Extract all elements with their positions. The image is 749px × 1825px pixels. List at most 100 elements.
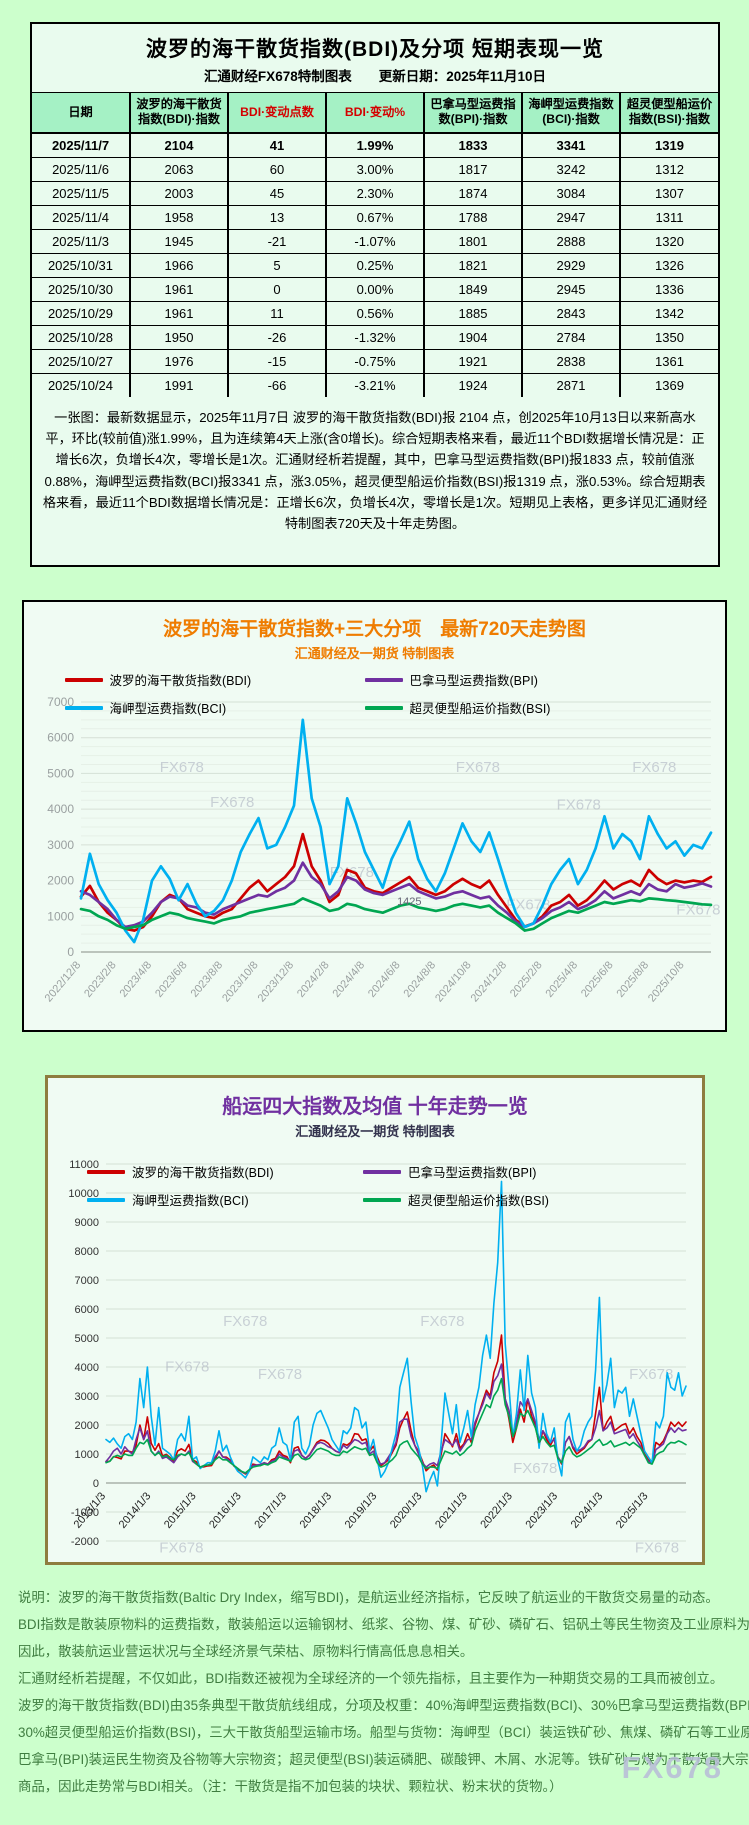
table-row: 2025/10/27 1976 -15 -0.75% 1921 2838 1361 (32, 348, 718, 373)
svg-text:6000: 6000 (47, 731, 74, 745)
table-cell: 2025/11/4 (32, 204, 130, 229)
legend-item-bpi: 巴拿马型运费指数(BPI) (363, 1162, 663, 1181)
table-cell: 1801 (423, 228, 522, 253)
table-cell: 2104 (129, 132, 228, 157)
legend-item-bci: 海岬型运费指数(BCI) (64, 698, 365, 717)
table-cell: 1311 (619, 204, 718, 229)
table-cell: 0.67% (325, 204, 424, 229)
table-row: 2025/10/31 1966 5 0.25% 1821 2929 1326 (32, 252, 718, 277)
x-tick-label: 2024/1/3 (569, 1490, 606, 1531)
svg-text:3000: 3000 (47, 838, 74, 852)
table-cell: 1.99% (325, 132, 424, 157)
x-tick-label: 2023/12/8 (256, 959, 297, 1004)
x-tick-label: 2025/2/8 (508, 959, 545, 1000)
bdi-data-table: 日期 波罗的海干散货指数(BDI)·指数 BDI·变动点数 BDI·变动% 巴拿马型运费… (32, 92, 718, 397)
column-header: 日期 (32, 92, 130, 134)
chart10y-title: 船运四大指数及均值 十年走势一览 (222, 1096, 528, 1118)
table-cell: 2003 (129, 180, 228, 205)
table-cell: 1904 (423, 324, 522, 349)
table-cell: 0.25% (325, 252, 424, 277)
x-tick-label: 2021/1/3 (433, 1490, 470, 1531)
chart-watermark: FX678 (635, 1539, 679, 1556)
legend-label: 波罗的海干散货指数(BDI) (109, 674, 252, 688)
x-tick-label: 2014/1/3 (117, 1490, 154, 1531)
chart-watermark: FX678 (557, 797, 601, 814)
table-cell: 2025/11/6 (32, 156, 130, 181)
bdi-summary-panel: 波罗的海干散货指数(BDI)及分项 短期表现一览 汇通财经FX678特制图表 更… (30, 22, 720, 567)
svg-text:10000: 10000 (68, 1188, 99, 1200)
x-tick-label: 2023/8/8 (189, 959, 226, 1000)
table-cell: 3341 (521, 132, 620, 157)
table-cell: 1833 (423, 132, 522, 157)
table-cell: 2.30% (325, 180, 424, 205)
x-tick-label: 2022/1/3 (478, 1490, 515, 1531)
table-cell: -15 (227, 348, 326, 373)
x-tick-label: 2018/1/3 (298, 1490, 335, 1531)
table-cell: 1874 (423, 180, 522, 205)
svg-text:-2000: -2000 (71, 1536, 99, 1548)
legend-item-bsi: 超灵便型船运价指数(BSI) (364, 698, 685, 717)
table-cell: 1817 (423, 156, 522, 181)
table-cell: 2843 (521, 300, 620, 325)
table-cell: 45 (227, 180, 326, 205)
table-cell: 1369 (619, 372, 718, 397)
table-cell: 2025/10/31 (32, 252, 130, 277)
table-cell: 0.56% (325, 300, 424, 325)
x-tick-label: 2023/4/8 (118, 959, 155, 1000)
legend-line-swatch (87, 1197, 125, 1202)
table-cell: 1320 (619, 228, 718, 253)
x-tick-label: 2023/2/8 (82, 959, 119, 1000)
footer-line: 说明：波罗的海干散货指数(Baltic Dry Index，缩写BDI)，是航运… (18, 1590, 719, 1605)
legend-line-swatch (64, 677, 103, 682)
table-row: 2025/10/24 1991 -66 -3.21% 1924 2871 1369 (32, 372, 718, 397)
table-cell: 1976 (129, 348, 228, 373)
table-cell: 1788 (423, 204, 522, 229)
table-cell: 1326 (619, 252, 718, 277)
table-cell: 0.00% (325, 276, 424, 301)
x-tick-label: 2024/4/8 (331, 959, 368, 1000)
table-cell: 1849 (423, 276, 522, 301)
table-row: 2025/11/7 2104 41 1.99% 1833 3341 1319 (32, 132, 718, 157)
chart-watermark: FX678 (160, 759, 204, 776)
table-cell: -21 (227, 228, 326, 253)
chart720-subtitle: 汇通财经及一期货 特制图表 (294, 646, 455, 661)
footer-notes: 说明：波罗的海干散货指数(Baltic Dry Index，缩写BDI)，是航运… (18, 1584, 749, 1800)
table-cell: 41 (227, 132, 326, 157)
legend-line-swatch (363, 1197, 401, 1202)
chart-watermark: FX678 (629, 1366, 673, 1383)
table-cell: -3.21% (325, 372, 424, 397)
chart10y-panel: 船运四大指数及均值 十年走势一览 汇通财经及一期货 特制图表 波罗的海干散货指数… (45, 1075, 705, 1565)
table-cell: -0.75% (325, 348, 424, 373)
x-tick-label: 2019/1/3 (343, 1490, 380, 1531)
svg-text:2000: 2000 (75, 1420, 99, 1432)
x-tick-label: 2024/10/8 (433, 959, 474, 1004)
svg-text:-1000: -1000 (71, 1507, 99, 1519)
table-cell: 2025/10/29 (32, 300, 130, 325)
table-cell: 2025/10/27 (32, 348, 130, 373)
chart720-plot: 01000200030004000500060007000FX678FX678F… (43, 695, 721, 1004)
svg-text:9000: 9000 (75, 1217, 99, 1229)
chart10y-subtitle: 汇通财经及一期货 特制图表 (295, 1124, 455, 1139)
table-cell: 2025/10/30 (32, 276, 130, 301)
table-cell: 1361 (619, 348, 718, 373)
table-cell: 2025/11/5 (32, 180, 130, 205)
legend-item-bpi: 巴拿马型运费指数(BPI) (364, 670, 685, 689)
table-cell: 1966 (129, 252, 228, 277)
footer-line: 汇通财经析若提醒，不仅如此，BDI指数还被视为全球经济的一个领先指标，且主要作为… (18, 1671, 724, 1686)
chart-watermark: FX678 (159, 1539, 203, 1556)
svg-text:6000: 6000 (75, 1304, 99, 1316)
x-tick-label: 2022/12/8 (43, 959, 84, 1004)
x-tick-label: 2025/4/8 (543, 959, 580, 1000)
footer-line: 商品，因此走势常与BDI相关。（注：干散货是指不加包装的块状、颗粒状、粉末状的货… (18, 1779, 563, 1794)
series-line (79, 861, 713, 929)
column-header: 海岬型运费指数(BCI)·指数 (521, 92, 620, 134)
legend-item-bci: 海岬型运费指数(BCI) (87, 1190, 363, 1209)
table-cell: 1961 (129, 276, 228, 301)
page-title: 波罗的海干散货指数(BDI)及分项 短期表现一览 (146, 38, 604, 61)
column-header: 超灵便型船运价指数(BSI)·指数 (619, 92, 718, 134)
series-line (79, 897, 713, 932)
svg-text:8000: 8000 (75, 1246, 99, 1258)
svg-text:7000: 7000 (75, 1275, 99, 1287)
footer-line: BDI指数是散装原物料的运费指数，散装船运以运输钢材、纸浆、谷物、煤、矿砂、磷矿… (18, 1617, 749, 1632)
